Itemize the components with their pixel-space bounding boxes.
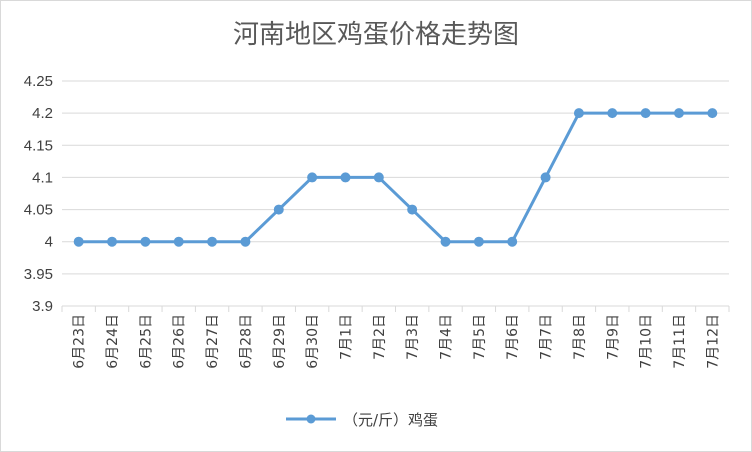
x-tick-label: 6月25日 xyxy=(138,314,154,369)
data-point xyxy=(440,236,451,247)
x-axis: 6月23日 6月24日 6月25日 6月26日 6月27日 6月28日 6月29日 6月30日… xyxy=(61,306,730,369)
legend-marker-swatch xyxy=(306,414,316,424)
y-tick-label: 4.15 xyxy=(24,137,53,154)
data-point xyxy=(107,236,118,247)
chart-title: 河南地区鸡蛋价格走势图 xyxy=(233,20,519,50)
x-tick-label: 6月30日 xyxy=(305,314,321,369)
x-tick-label: 6月26日 xyxy=(172,314,188,369)
x-tick-label: 7月10日 xyxy=(639,314,655,369)
data-point xyxy=(273,204,284,215)
series-line xyxy=(78,111,713,244)
data-point xyxy=(173,236,184,247)
data-point xyxy=(307,172,318,183)
data-point xyxy=(140,236,151,247)
x-tick-label: 7月11日 xyxy=(672,314,688,369)
data-point xyxy=(473,236,484,247)
y-tick-label: 4.2 xyxy=(32,105,53,122)
y-tick-label: 3.95 xyxy=(24,266,53,283)
x-tick-label: 7月7日 xyxy=(539,314,555,360)
x-tick-label: 7月2日 xyxy=(372,314,388,360)
legend: （元/斤）鸡蛋 xyxy=(286,411,438,429)
x-tick-label: 6月27日 xyxy=(205,314,221,369)
data-point xyxy=(673,108,684,119)
data-point xyxy=(73,236,84,247)
y-tick-label: 4.05 xyxy=(24,202,53,219)
data-point xyxy=(340,172,351,183)
data-point xyxy=(573,108,584,119)
y-axis: 3.9 3.95 4 4.05 4.1 4.15 4.2 4.25 xyxy=(24,73,53,315)
y-tick-label: 3.9 xyxy=(32,298,53,315)
data-point xyxy=(507,236,518,247)
y-tick-label: 4.1 xyxy=(32,169,53,186)
x-tick-label: 6月29日 xyxy=(272,314,288,369)
x-tick-label: 7月1日 xyxy=(338,314,354,360)
data-point xyxy=(373,172,384,183)
x-tick-label: 7月4日 xyxy=(439,314,455,360)
data-point xyxy=(540,172,551,183)
data-point xyxy=(240,236,251,247)
x-tick-label: 7月12日 xyxy=(705,314,721,369)
x-tick-label: 7月9日 xyxy=(605,314,621,360)
data-point xyxy=(607,108,618,119)
x-tick-label: 6月28日 xyxy=(238,314,254,369)
x-tick-label: 7月5日 xyxy=(472,314,488,360)
x-tick-label: 6月23日 xyxy=(72,314,88,369)
x-tick-label: 7月3日 xyxy=(405,314,421,360)
x-tick-label: 7月8日 xyxy=(572,314,588,360)
y-tick-label: 4 xyxy=(45,234,53,251)
x-tick-label: 6月24日 xyxy=(105,314,121,369)
data-point xyxy=(640,108,651,119)
series-layer xyxy=(73,108,718,247)
data-point xyxy=(207,236,218,247)
legend-label: （元/斤）鸡蛋 xyxy=(343,411,438,429)
data-point xyxy=(707,108,718,119)
data-point xyxy=(407,204,418,215)
y-tick-label: 4.25 xyxy=(24,73,53,90)
x-tick-label: 7月6日 xyxy=(505,314,521,360)
